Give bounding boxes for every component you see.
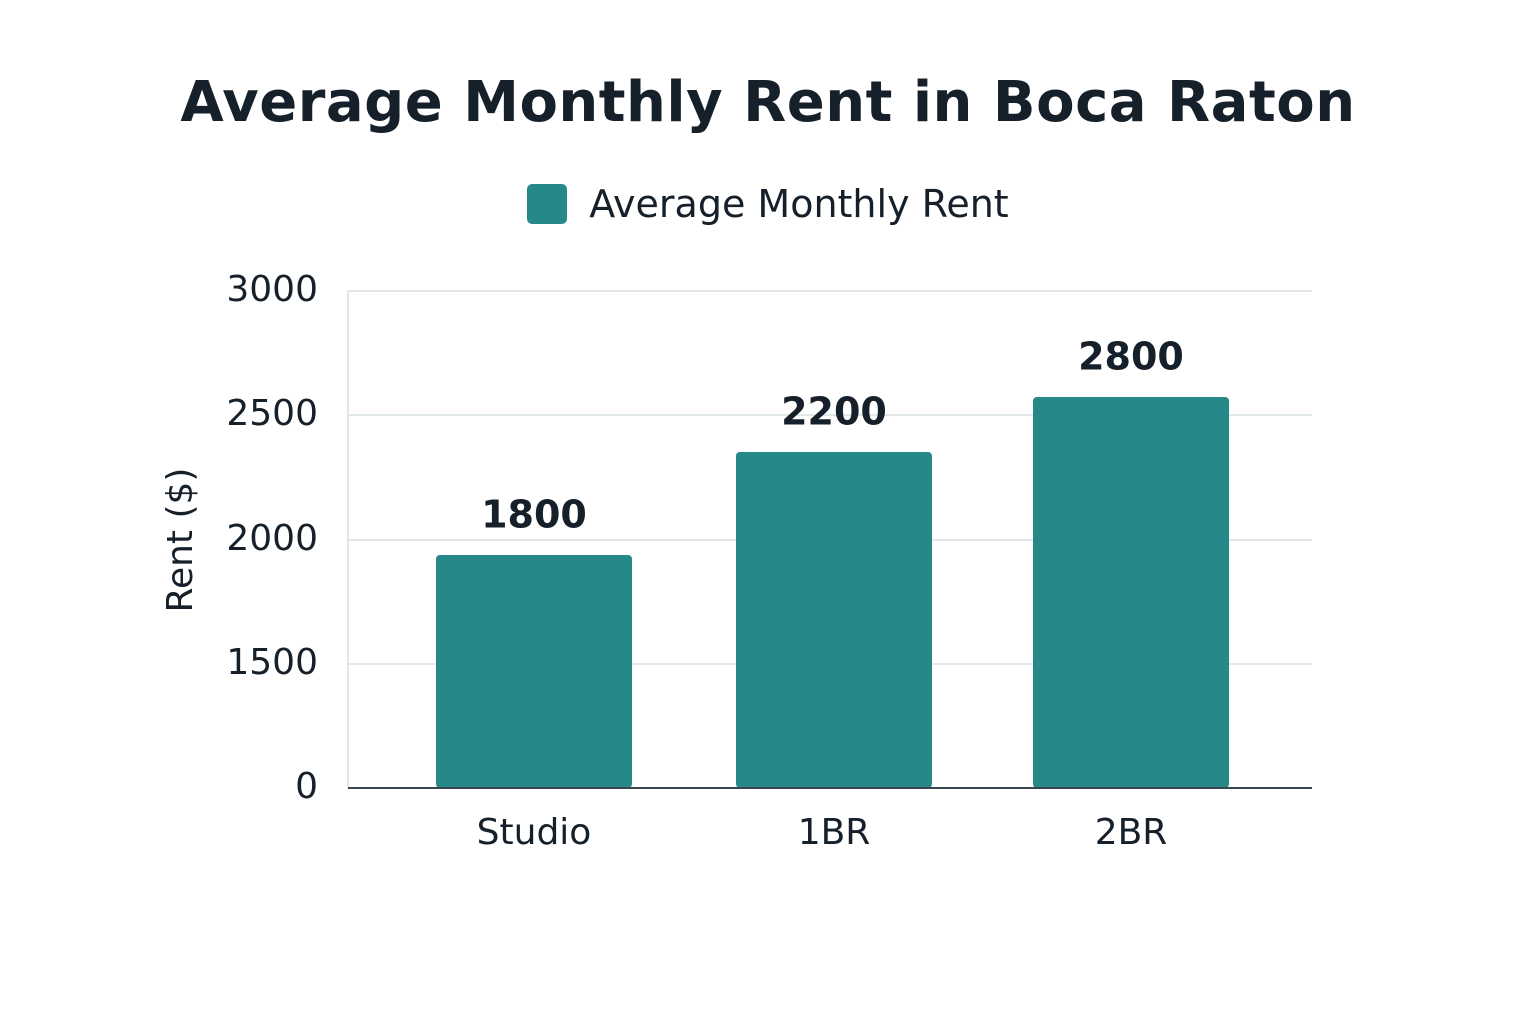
bars-layer	[436, 397, 1229, 788]
y-tick-label: 1500	[226, 642, 318, 683]
labels-layer: 0 1500 2000 2500 3000 1800 Studio 2200 1BR 2800 2B…	[226, 269, 1184, 853]
bar-2br	[1033, 397, 1229, 788]
data-label: 2800	[1078, 335, 1184, 379]
legend: Average Monthly Rent	[0, 182, 1536, 226]
legend-swatch	[527, 184, 568, 224]
legend-label: Average Monthly Rent	[589, 182, 1009, 226]
x-tick-label: 2BR	[1095, 812, 1168, 853]
bar-1br	[736, 452, 932, 788]
y-axis-title: Rent ($)	[160, 468, 201, 613]
bar-studio	[436, 555, 632, 788]
data-label: 1800	[481, 493, 587, 537]
chart-title: Average Monthly Rent in Boca Raton	[180, 70, 1356, 135]
y-tick-label: 2000	[226, 518, 318, 559]
x-tick-label: 1BR	[798, 812, 871, 853]
y-tick-label: 0	[295, 766, 318, 807]
x-tick-label: Studio	[477, 812, 592, 853]
y-tick-label: 2500	[226, 393, 318, 434]
axis-layer	[347, 291, 1312, 789]
data-label: 2200	[781, 390, 887, 434]
y-tick-label: 3000	[226, 269, 318, 310]
